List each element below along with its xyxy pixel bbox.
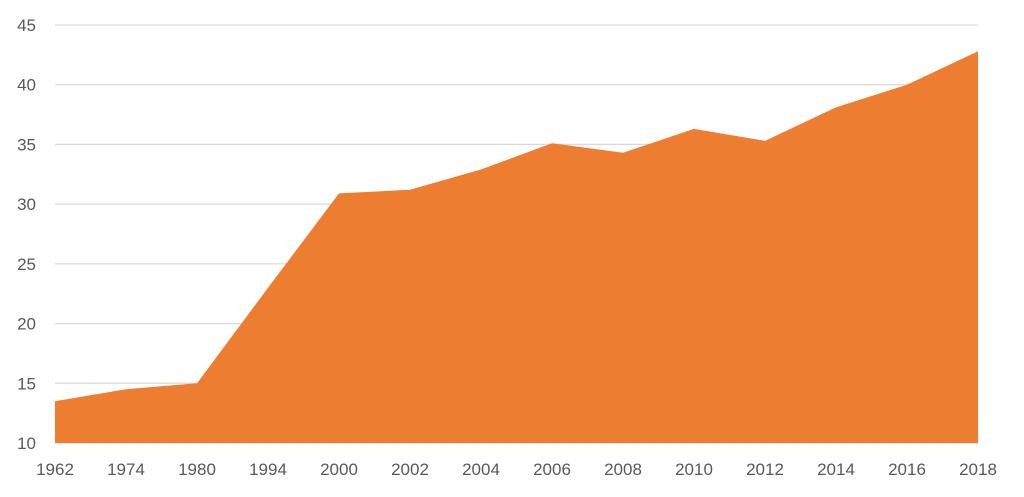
- x-tick-label: 2014: [817, 460, 855, 479]
- x-tick-label: 1962: [36, 460, 74, 479]
- x-tick-label: 2004: [462, 460, 500, 479]
- y-tick-label: 30: [17, 195, 36, 214]
- y-tick-label: 25: [17, 255, 36, 274]
- x-tick-label: 2002: [391, 460, 429, 479]
- x-tick-label: 2010: [675, 460, 713, 479]
- y-axis-tick-labels: 10 15 20 25 30 35 40 45: [17, 16, 36, 453]
- x-tick-label: 2012: [746, 460, 784, 479]
- y-tick-label: 35: [17, 135, 36, 154]
- x-tick-label: 2000: [320, 460, 358, 479]
- y-tick-label: 20: [17, 315, 36, 334]
- y-tick-label: 10: [17, 434, 36, 453]
- y-tick-label: 15: [17, 374, 36, 393]
- x-tick-label: 1994: [249, 460, 287, 479]
- x-axis-tick-labels: 1962 1974 1980 1994 2000 2002 2004 2006 2008 2010…: [36, 460, 997, 479]
- x-tick-label: 1974: [107, 460, 145, 479]
- x-tick-label: 2018: [959, 460, 997, 479]
- y-tick-label: 40: [17, 76, 36, 95]
- area-series: [55, 51, 978, 444]
- x-tick-label: 1980: [178, 460, 216, 479]
- x-tick-label: 2016: [888, 460, 926, 479]
- y-tick-label: 45: [17, 16, 36, 35]
- x-tick-label: 2008: [604, 460, 642, 479]
- x-tick-label: 2006: [533, 460, 571, 479]
